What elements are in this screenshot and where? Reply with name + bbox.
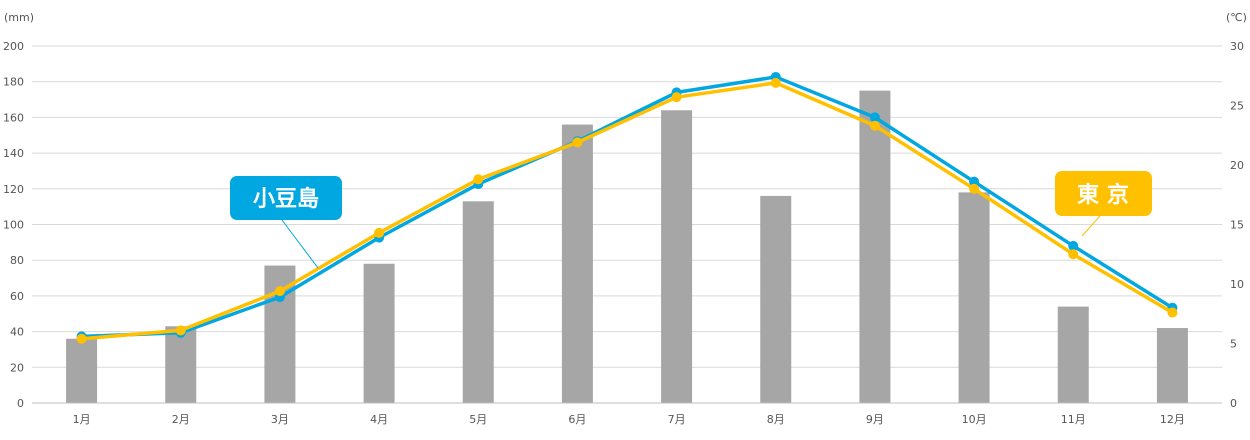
- right-tick-label: 20: [1230, 159, 1244, 172]
- callout-box-tokyo: [1055, 171, 1152, 216]
- right-tick-label: 30: [1230, 40, 1244, 53]
- left-tick-label: 40: [10, 326, 24, 339]
- temperature-point-2: [76, 333, 87, 344]
- precipitation-bar: [958, 192, 990, 403]
- temperature-point-1: [869, 112, 880, 123]
- left-tick-label: 120: [3, 183, 24, 196]
- precipitation-bars: [66, 90, 1188, 403]
- precipitation-bar: [760, 195, 792, 403]
- temperature-point-2: [869, 120, 880, 131]
- temperature-point-1: [1068, 240, 1079, 251]
- temperature-point-1: [969, 176, 980, 187]
- right-tick-label: 10: [1230, 278, 1244, 291]
- temperature-line-2: [81, 81, 1174, 341]
- temperature-point-2: [374, 227, 385, 238]
- series-callouts: 小豆島 東 京: [230, 171, 1152, 269]
- temperature-line-1: [81, 75, 1174, 339]
- right-tick-label: 25: [1230, 100, 1244, 113]
- left-axis-unit: (mm): [4, 11, 34, 24]
- precipitation-bar: [1057, 306, 1089, 403]
- temperature-point-2: [671, 92, 682, 103]
- right-axis-unit: (℃): [1226, 11, 1247, 24]
- precipitation-bar: [363, 263, 395, 403]
- left-tick-label: 60: [10, 290, 24, 303]
- x-tick-label: 1月: [73, 413, 91, 426]
- callout-label-tokyo: 東 京: [1077, 182, 1129, 208]
- x-tick-label: 3月: [271, 413, 289, 426]
- x-tick-label: 6月: [568, 413, 586, 426]
- x-tick-label: 12月: [1160, 413, 1185, 426]
- temperature-point-2: [1167, 307, 1178, 318]
- x-tick-label: 5月: [469, 413, 487, 426]
- axes: (mm) (℃): [4, 11, 1247, 404]
- temperature-point-2: [175, 325, 186, 336]
- temperature-point-2: [1068, 249, 1079, 260]
- left-tick-label: 180: [3, 76, 24, 89]
- x-tick-label: 10月: [962, 413, 987, 426]
- x-tick-label: 4月: [370, 413, 388, 426]
- temperature-point-2: [473, 174, 484, 185]
- left-tick-label: 100: [3, 219, 24, 232]
- left-tick-label: 0: [17, 397, 24, 410]
- precipitation-bar: [561, 124, 593, 403]
- left-tick-label: 80: [10, 254, 24, 267]
- x-tick-label: 9月: [866, 413, 884, 426]
- callout-box-shodoshima: [230, 176, 342, 220]
- precipitation-bar: [462, 201, 494, 403]
- temperature-lines: [76, 71, 1178, 344]
- callout-leader-shodoshima: [281, 219, 319, 269]
- left-tick-label: 160: [3, 111, 24, 124]
- precipitation-bar: [165, 326, 197, 403]
- left-tick-label: 200: [3, 40, 24, 53]
- tick-labels: 0 20 40 60 80 100 120 140 160 180 200 0 5 10 15 20 25 30 1…: [3, 40, 1244, 426]
- x-tick-label: 2月: [172, 413, 190, 426]
- precipitation-bar: [661, 110, 693, 403]
- left-tick-label: 20: [10, 361, 24, 374]
- temperature-point-2: [969, 183, 980, 194]
- right-tick-label: 5: [1230, 338, 1237, 351]
- x-tick-label: 7月: [668, 413, 686, 426]
- temperature-point-2: [274, 286, 285, 297]
- x-tick-label: 8月: [767, 413, 785, 426]
- callout-label-shodoshima: 小豆島: [253, 186, 319, 212]
- x-tick-label: 11月: [1061, 413, 1086, 426]
- temperature-point-2: [770, 77, 781, 88]
- right-tick-label: 15: [1230, 219, 1244, 232]
- callout-leader-tokyo: [1081, 215, 1101, 237]
- right-tick-label: 0: [1230, 397, 1237, 410]
- temperature-point-2: [572, 137, 583, 148]
- precipitation-bar: [1156, 328, 1188, 403]
- precipitation-bar: [859, 90, 891, 403]
- precipitation-bar: [66, 338, 98, 403]
- left-tick-label: 140: [3, 147, 24, 160]
